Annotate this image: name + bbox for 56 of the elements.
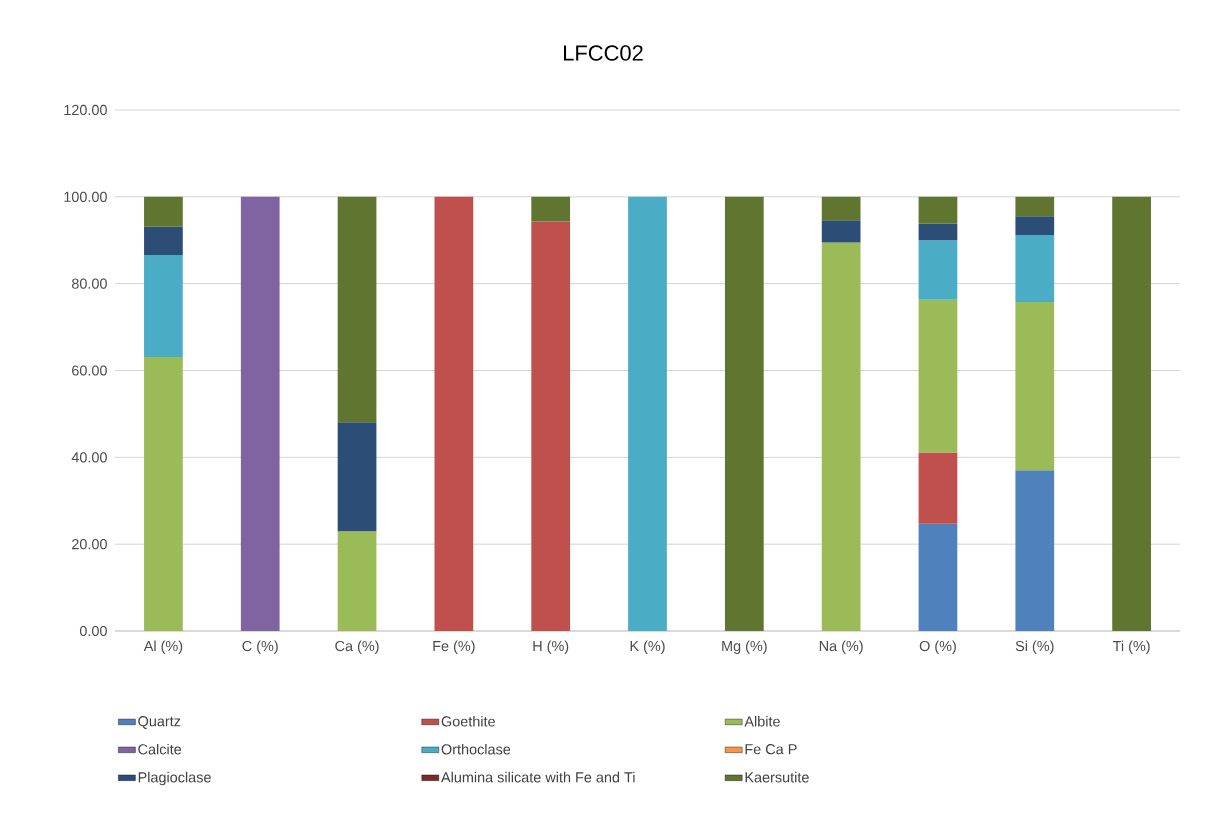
bar bbox=[337, 531, 377, 631]
y-tick-label: 120.00 bbox=[64, 104, 107, 116]
x-tick-label: O (%) bbox=[919, 640, 956, 654]
x-tick-label: Si (%) bbox=[1015, 640, 1054, 654]
y-tick-label: 20.00 bbox=[72, 539, 107, 550]
bar bbox=[918, 196, 958, 224]
x-tick-label: K (%) bbox=[630, 640, 665, 654]
bar bbox=[337, 422, 377, 532]
bar bbox=[531, 221, 571, 631]
bar bbox=[531, 196, 571, 222]
bar bbox=[337, 196, 377, 423]
bar bbox=[144, 357, 183, 631]
bar bbox=[918, 223, 958, 241]
y-tick-label: 80.00 bbox=[71, 278, 107, 289]
x-tick-label: Al (%) bbox=[143, 640, 183, 654]
x-tick-label: Fe (%) bbox=[433, 640, 475, 654]
legend-label: Albite bbox=[744, 715, 780, 727]
legend-label: Kaersutite bbox=[745, 771, 809, 783]
bar bbox=[240, 196, 280, 631]
bar bbox=[1015, 196, 1055, 217]
bar bbox=[1015, 470, 1055, 631]
x-tick-label: Ti (%) bbox=[1112, 640, 1150, 654]
legend-label: Fe Ca P bbox=[745, 744, 797, 755]
bar bbox=[918, 299, 958, 453]
y-tick-label: 0.00 bbox=[79, 625, 107, 637]
y-tick-label: 40.00 bbox=[71, 452, 107, 463]
x-tick-label: Na (%) bbox=[819, 640, 863, 654]
bar bbox=[821, 242, 861, 631]
chart-title: LFCC02 bbox=[564, 45, 643, 61]
legend-label: Quartz bbox=[138, 716, 181, 729]
bar bbox=[1015, 301, 1055, 471]
bar bbox=[144, 226, 183, 256]
bar bbox=[144, 196, 183, 227]
bar bbox=[1112, 196, 1151, 631]
legend-label: Goethite bbox=[441, 715, 495, 727]
y-tick-label: 60.00 bbox=[72, 365, 107, 376]
legend-label: Calcite bbox=[138, 743, 182, 755]
legend-label: Orthoclase bbox=[441, 743, 511, 755]
legend-label: Alumina silicate with Fe and Ti bbox=[441, 771, 635, 783]
bar bbox=[918, 452, 958, 524]
bar bbox=[918, 240, 958, 300]
y-tick-label: 100.00 bbox=[64, 191, 107, 202]
x-tick-label: C (%) bbox=[242, 640, 278, 654]
x-tick-label: Ca (%) bbox=[335, 640, 379, 654]
legend-label: Plagioclase bbox=[138, 771, 211, 786]
bar bbox=[918, 523, 958, 631]
bar bbox=[144, 255, 183, 358]
bar bbox=[724, 196, 764, 631]
x-tick-label: Mg (%) bbox=[722, 640, 767, 654]
bar bbox=[821, 220, 861, 243]
x-tick-label: H (%) bbox=[533, 640, 569, 654]
bar bbox=[628, 196, 667, 631]
bar bbox=[1015, 216, 1055, 236]
bar bbox=[1015, 235, 1055, 302]
bar bbox=[821, 196, 861, 221]
bar bbox=[434, 196, 474, 631]
